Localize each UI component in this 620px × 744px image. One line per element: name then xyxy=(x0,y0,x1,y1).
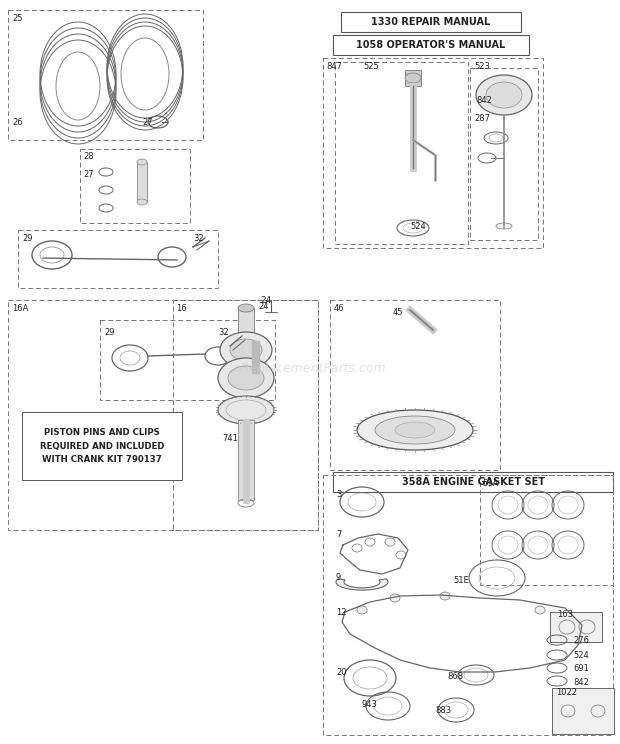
Bar xyxy=(405,70,421,86)
Text: 26: 26 xyxy=(12,118,22,127)
Text: 287: 287 xyxy=(474,114,490,123)
Ellipse shape xyxy=(218,358,274,398)
Bar xyxy=(552,688,614,734)
Bar xyxy=(137,162,147,202)
Bar xyxy=(238,420,254,500)
Ellipse shape xyxy=(228,366,264,390)
Ellipse shape xyxy=(137,159,147,165)
Text: eReplacementParts.com: eReplacementParts.com xyxy=(234,362,386,375)
Text: 24: 24 xyxy=(260,296,272,305)
Bar xyxy=(173,300,318,530)
Text: 32: 32 xyxy=(193,234,203,243)
Bar xyxy=(238,308,254,338)
Text: 29: 29 xyxy=(22,234,32,243)
Bar xyxy=(323,475,613,735)
Ellipse shape xyxy=(573,636,583,644)
Bar xyxy=(470,68,538,240)
Ellipse shape xyxy=(486,82,522,108)
Text: 523: 523 xyxy=(474,62,490,71)
Text: 842: 842 xyxy=(573,678,589,687)
Ellipse shape xyxy=(390,594,400,602)
Bar xyxy=(80,149,190,223)
Text: 25: 25 xyxy=(12,14,22,23)
Text: 45: 45 xyxy=(393,308,404,317)
Text: 24: 24 xyxy=(258,302,268,311)
Ellipse shape xyxy=(357,606,367,614)
Text: 29: 29 xyxy=(104,328,115,337)
Text: 943: 943 xyxy=(361,700,377,709)
Text: 7: 7 xyxy=(336,530,342,539)
Text: 1058 OPERATOR'S MANUAL: 1058 OPERATOR'S MANUAL xyxy=(356,40,506,50)
Text: 524: 524 xyxy=(573,651,589,660)
Text: 28: 28 xyxy=(83,152,94,161)
Text: 27: 27 xyxy=(142,118,153,127)
Text: 868: 868 xyxy=(447,672,463,681)
Bar xyxy=(335,62,468,244)
Text: 524: 524 xyxy=(410,222,426,231)
Text: 51A: 51A xyxy=(482,479,498,488)
Text: 1330 REPAIR MANUAL: 1330 REPAIR MANUAL xyxy=(371,17,490,27)
Bar xyxy=(100,320,275,400)
Text: 276: 276 xyxy=(573,636,589,645)
Ellipse shape xyxy=(357,410,473,450)
Text: 691: 691 xyxy=(573,664,589,673)
Polygon shape xyxy=(336,579,388,590)
Text: 358A ENGINE GASKET SET: 358A ENGINE GASKET SET xyxy=(402,477,544,487)
Ellipse shape xyxy=(440,592,450,600)
Text: 525: 525 xyxy=(363,62,379,71)
Text: 20: 20 xyxy=(336,668,347,677)
Text: 46: 46 xyxy=(334,304,345,313)
Ellipse shape xyxy=(476,75,532,115)
Ellipse shape xyxy=(375,416,455,444)
Text: 163: 163 xyxy=(557,610,573,619)
Bar xyxy=(333,35,529,55)
Text: 847: 847 xyxy=(326,62,342,71)
Text: 3: 3 xyxy=(336,490,342,499)
Bar xyxy=(550,612,602,642)
Text: 1022: 1022 xyxy=(556,688,577,697)
Text: 16A: 16A xyxy=(12,304,29,313)
Ellipse shape xyxy=(220,332,272,368)
Text: 27: 27 xyxy=(83,170,94,179)
Bar xyxy=(18,230,218,288)
Bar xyxy=(323,58,543,248)
Text: 16: 16 xyxy=(176,304,187,313)
Text: 12: 12 xyxy=(336,608,347,617)
Text: 32: 32 xyxy=(218,328,229,337)
Ellipse shape xyxy=(230,339,262,361)
Ellipse shape xyxy=(535,606,545,614)
Text: 51E: 51E xyxy=(453,576,469,585)
Text: 741: 741 xyxy=(222,434,238,443)
Ellipse shape xyxy=(218,396,274,424)
Bar xyxy=(8,300,318,530)
Bar xyxy=(22,412,182,480)
Bar xyxy=(333,472,613,492)
Ellipse shape xyxy=(137,199,147,205)
Text: 883: 883 xyxy=(435,706,451,715)
Bar xyxy=(341,12,521,32)
Text: 9: 9 xyxy=(336,573,341,582)
Ellipse shape xyxy=(238,304,254,312)
Bar xyxy=(480,475,613,585)
Ellipse shape xyxy=(395,422,435,438)
Bar xyxy=(8,10,203,140)
Bar xyxy=(330,300,500,470)
Ellipse shape xyxy=(405,73,421,83)
Text: 842: 842 xyxy=(476,96,492,105)
Text: PISTON PINS AND CLIPS
REQUIRED AND INCLUDED
WITH CRANK KIT 790137: PISTON PINS AND CLIPS REQUIRED AND INCLU… xyxy=(40,429,164,464)
